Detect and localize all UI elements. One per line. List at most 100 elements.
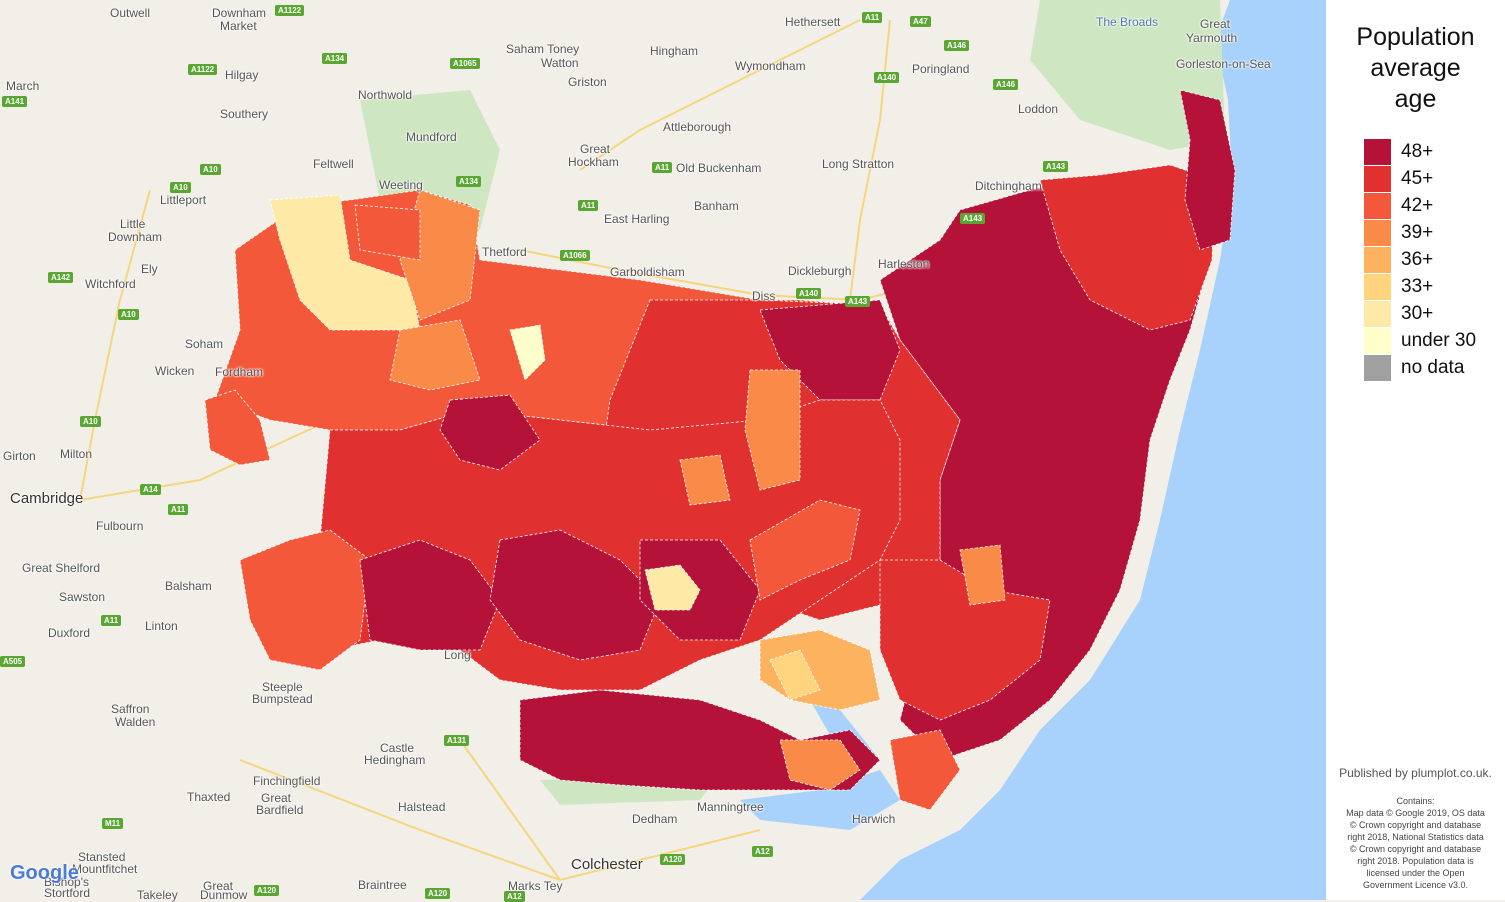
road-shield: A120 (425, 888, 451, 899)
region-felixstowe[interactable] (889, 729, 961, 811)
place-label: Hockham (568, 155, 619, 169)
road-shield: A134 (456, 176, 482, 187)
place-label: Downham (212, 6, 267, 20)
legend-label: 33+ (1401, 276, 1434, 297)
place-label: Downham (108, 230, 163, 244)
stour-estuary (740, 770, 900, 830)
place-label: Stortford (44, 886, 91, 900)
road-shield: A143 (1043, 161, 1069, 172)
legend-label: 39+ (1401, 222, 1434, 243)
suffolk-choropleth[interactable] (204, 89, 1236, 811)
region-shotley[interactable] (779, 739, 861, 791)
place-label: Wicken (155, 364, 195, 378)
legend-label: under 30 (1401, 330, 1477, 351)
region-brandon[interactable] (354, 204, 421, 261)
place-label: Hilgay (225, 68, 259, 82)
place-label: Dunmow (200, 888, 248, 902)
road-shield: A134 (322, 53, 348, 64)
region-ixworth-young[interactable] (509, 324, 546, 381)
place-label: Yarmouth (1186, 31, 1238, 45)
place-label: Steeple (262, 680, 303, 694)
place-label: Dickleburgh (788, 264, 852, 278)
legend-title-line: Population (1356, 23, 1475, 51)
road-shield: A11 (101, 615, 122, 626)
legend-swatch (1364, 274, 1391, 300)
region-needham[interactable] (744, 369, 801, 491)
legend-label: no data (1401, 357, 1465, 378)
region-stowmarket[interactable] (749, 499, 861, 601)
place-label: Fulbourn (96, 519, 144, 533)
legend-swatch (1364, 193, 1391, 219)
place-label: Takeley (137, 888, 178, 902)
place-label: Old Buckenham (676, 161, 762, 175)
attribution-line: right 2018, National Statistics data (1347, 832, 1484, 842)
map-attribution: Contains: Map data © Google 2019, OS dat… (1326, 795, 1505, 891)
road-shield: A1122 (275, 5, 305, 16)
place-label: Thetford (482, 245, 527, 259)
place-label: Balsham (165, 579, 212, 593)
place-label: Cambridge (10, 490, 84, 507)
attribution-line: © Crown copyright and database (1349, 820, 1482, 830)
road-shield: A11 (652, 162, 673, 173)
attribution-line: licensed under the Open (1366, 868, 1465, 878)
legend-label: 48+ (1401, 141, 1434, 162)
place-label: Northwold (358, 88, 413, 102)
place-label: Garboldisham (610, 265, 685, 279)
place-label: Dedham (632, 812, 678, 826)
road-shield: A140 (796, 288, 822, 299)
place-label: Mundford (406, 130, 457, 144)
place-label: Banham (694, 199, 739, 213)
road-shield: A11 (862, 12, 883, 23)
place-label: Long Stratton (822, 157, 895, 171)
place-label: Weeting (379, 178, 423, 192)
region-elmswell[interactable] (679, 454, 731, 506)
place-label: Duxford (48, 626, 91, 640)
place-label: The Broads (1096, 15, 1159, 29)
place-label: Southery (220, 107, 269, 121)
legend-swatch (1364, 139, 1391, 165)
place-label: Great Shelford (22, 561, 101, 575)
region-waveney[interactable] (1039, 164, 1216, 331)
road-shield: A141 (2, 96, 28, 107)
road-shield: A1065 (450, 58, 480, 69)
road-shield: A120 (660, 854, 686, 865)
place-label: Girton (3, 449, 36, 463)
broads-area (1030, 0, 1225, 150)
region-haverhill-west[interactable] (239, 529, 371, 671)
road-shield: A10 (200, 164, 221, 175)
legend-label: 30+ (1401, 303, 1434, 324)
road-shield: A12 (752, 846, 773, 857)
region-newmarket[interactable] (204, 389, 271, 466)
region-bury-dark[interactable] (439, 394, 541, 471)
place-label: Great (1200, 17, 1231, 31)
place-label: Ditchingham (975, 179, 1042, 193)
place-label: Watton (541, 56, 579, 70)
road-shield: A10 (80, 416, 101, 427)
region-orange-patch[interactable] (959, 544, 1006, 606)
place-label: Bishop's (44, 875, 89, 889)
place-label: Walden (115, 715, 156, 729)
region-young-patch[interactable] (644, 564, 701, 611)
road-shield: A143 (960, 213, 986, 224)
region-thurston[interactable] (389, 319, 481, 391)
legend-title-line: average (1370, 54, 1461, 82)
place-label: Harwich (852, 812, 896, 826)
place-label: Great (203, 879, 234, 893)
place-label: Great (261, 791, 292, 805)
place-label: Wymondham (735, 59, 806, 73)
region-ipswich-north[interactable] (769, 649, 821, 701)
place-label: Loddon (1018, 102, 1059, 116)
region-lowestoft[interactable] (1179, 89, 1236, 251)
place-label: Marks Tey (508, 879, 563, 893)
place-label: Manningtree (697, 800, 764, 814)
attribution-line: Map data © Google 2019, OS data (1346, 808, 1485, 818)
region-woodbridge[interactable] (879, 559, 1051, 721)
region-clare[interactable] (359, 539, 501, 651)
place-label: Stansted (78, 850, 126, 864)
legend-swatch (1364, 220, 1391, 246)
legend-swatch (1364, 166, 1391, 192)
region-sudbury[interactable] (489, 529, 661, 661)
google-logo: Google (10, 862, 79, 884)
place-label: Thaxted (187, 790, 231, 804)
choropleth-map[interactable] (0, 0, 1326, 900)
